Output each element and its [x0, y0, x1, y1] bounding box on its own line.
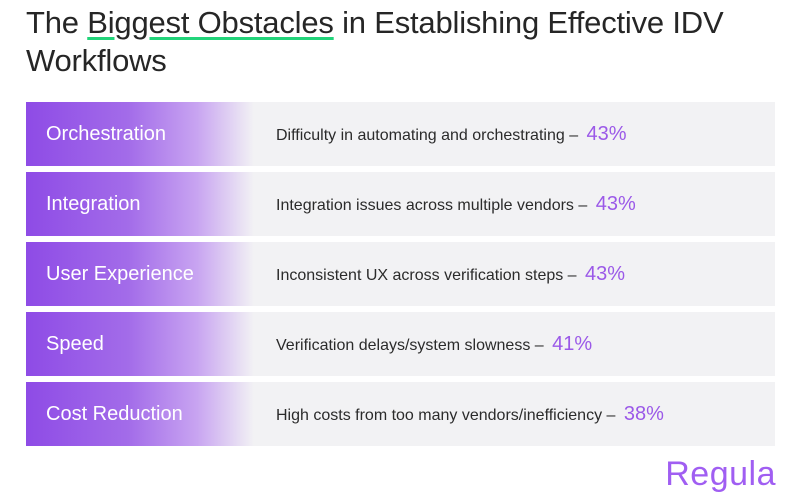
- category-cell: Cost Reduction: [26, 382, 254, 446]
- table-row: Speed Verification delays/system slowness…: [26, 312, 775, 376]
- category-label: Speed: [46, 333, 104, 355]
- percentage-value: 43%: [595, 193, 636, 215]
- percentage-value: 41%: [552, 333, 593, 355]
- table-row: User Experience Inconsistent UX across ve…: [26, 242, 775, 306]
- description-cell: Inconsistent UX across verification step…: [276, 242, 625, 306]
- category-cell: Speed: [26, 312, 254, 376]
- title-pre: The: [26, 5, 88, 40]
- description-text: High costs from too many vendors/ineffic…: [276, 407, 616, 424]
- category-cell: Integration: [26, 172, 254, 236]
- obstacles-table: Orchestration Difficulty in automating an…: [26, 102, 775, 452]
- regula-logo: Regula: [665, 455, 776, 493]
- description-cell: Integration issues across multiple vendo…: [276, 172, 636, 236]
- description-text: Verification delays/system slowness –: [276, 337, 544, 354]
- category-label: Cost Reduction: [46, 403, 183, 425]
- description-cell: Difficulty in automating and orchestrati…: [276, 102, 627, 166]
- title-post: in Establishing Effective IDV Workflows: [26, 5, 724, 78]
- category-label: Orchestration: [46, 123, 167, 145]
- description-cell: Verification delays/system slowness – 41…: [276, 312, 592, 376]
- description-text: Integration issues across multiple vendo…: [276, 197, 588, 214]
- percentage-value: 43%: [586, 123, 627, 145]
- description-text: Inconsistent UX across verification step…: [276, 267, 577, 284]
- description-cell: High costs from too many vendors/ineffic…: [276, 382, 664, 446]
- category-cell: User Experience: [26, 242, 254, 306]
- percentage-value: 43%: [585, 263, 626, 285]
- description-text: Difficulty in automating and orchestrati…: [276, 127, 579, 144]
- category-label: Integration: [46, 193, 141, 215]
- category-cell: Orchestration: [26, 102, 254, 166]
- title-highlight: Biggest Obstacles: [87, 5, 334, 40]
- table-row: Integration Integration issues across mul…: [26, 172, 775, 236]
- table-row: Orchestration Difficulty in automating an…: [26, 102, 775, 166]
- category-label: User Experience: [46, 263, 194, 285]
- percentage-value: 38%: [623, 403, 664, 425]
- page-title: The Biggest Obstacles in Establishing Ef…: [26, 4, 766, 80]
- table-row: Cost Reduction High costs from too many v…: [26, 382, 775, 446]
